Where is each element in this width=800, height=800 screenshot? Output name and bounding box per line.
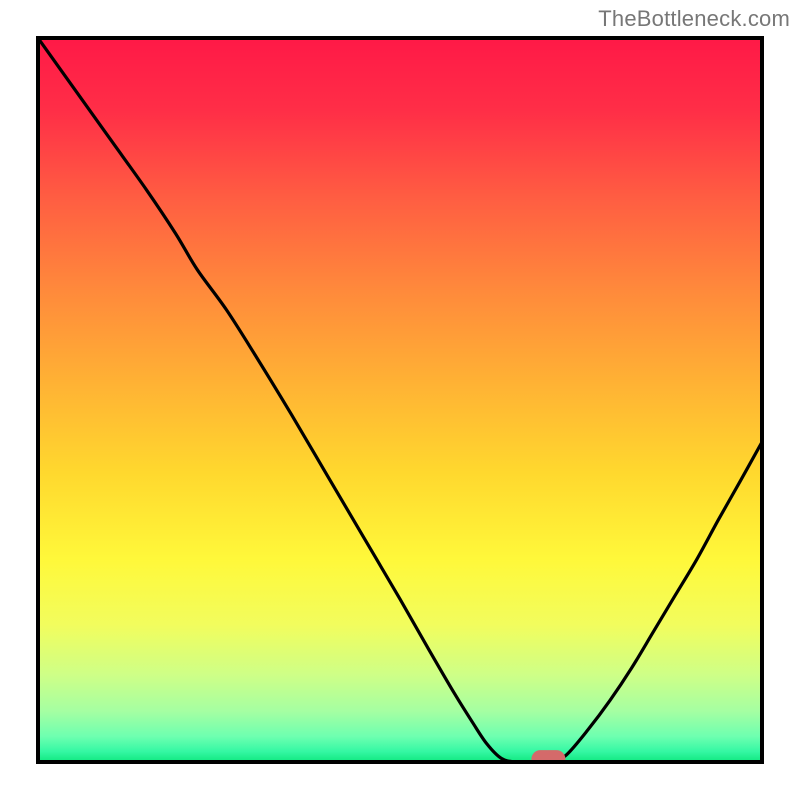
- bottleneck-chart: [0, 0, 800, 800]
- plot-background: [38, 38, 762, 762]
- sweet-spot-marker: [531, 750, 565, 768]
- chart-container: TheBottleneck.com: [0, 0, 800, 800]
- watermark-text: TheBottleneck.com: [598, 6, 790, 32]
